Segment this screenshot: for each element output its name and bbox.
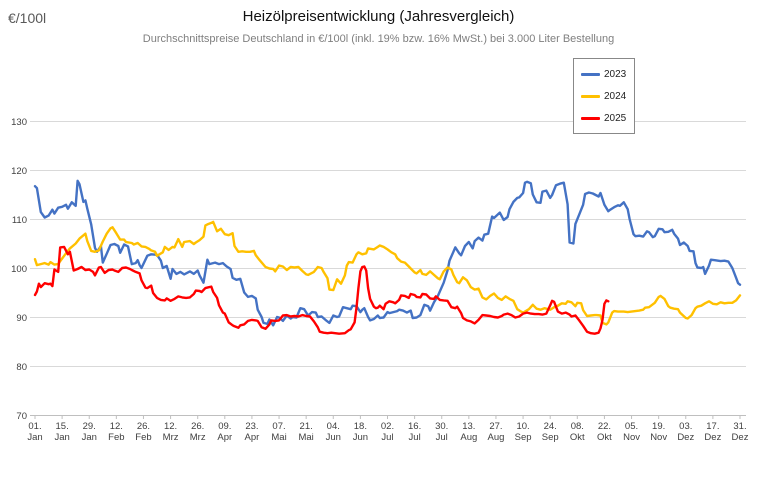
svg-text:Jul: Jul [436,432,448,443]
svg-text:27.: 27. [489,421,502,432]
svg-text:Jul: Jul [409,432,421,443]
svg-text:Apr: Apr [217,432,232,443]
svg-text:Aug: Aug [488,432,505,443]
svg-text:100: 100 [11,264,27,275]
svg-text:01.: 01. [28,421,41,432]
svg-text:Mrz: Mrz [163,432,179,443]
svg-text:110: 110 [12,215,27,226]
series-line-2025 [33,245,610,335]
svg-text:Jan: Jan [27,432,42,443]
svg-text:13.: 13. [462,421,475,432]
legend-label-2025: 2025 [604,112,627,124]
svg-text:08.: 08. [571,421,584,432]
svg-text:Nov: Nov [623,432,640,443]
svg-text:Jul: Jul [381,432,393,443]
svg-text:Dez: Dez [732,432,749,443]
legend-swatch-2025-line [581,116,600,120]
legend-swatch-2023-line [581,72,600,76]
svg-text:70: 70 [16,411,27,422]
svg-text:Nov: Nov [650,432,667,443]
svg-text:26.: 26. [137,421,150,432]
legend-swatch-2024-line [581,94,600,98]
svg-text:Sep: Sep [542,432,559,443]
svg-text:130: 130 [11,117,27,128]
svg-text:Feb: Feb [108,432,124,443]
svg-text:120: 120 [11,166,27,177]
svg-text:22.: 22. [598,421,611,432]
svg-text:90: 90 [16,313,27,324]
svg-text:12.: 12. [110,421,123,432]
svg-text:03.: 03. [679,421,692,432]
svg-text:Jan: Jan [82,432,97,443]
chart-title: Heizölpreisentwicklung (Jahresvergleich) [242,8,515,25]
legend-label-2024: 2024 [604,90,627,102]
legend-item-2024: 2024 [581,91,634,102]
svg-text:07.: 07. [272,421,285,432]
legend: 2023 2024 2025 [573,58,635,134]
svg-text:18.: 18. [354,421,367,432]
svg-text:Mai: Mai [271,432,286,443]
svg-text:Okt: Okt [597,432,612,443]
svg-text:05.: 05. [625,421,638,432]
svg-text:Jun: Jun [353,432,368,443]
svg-text:Sep: Sep [515,432,532,443]
svg-text:19.: 19. [652,421,665,432]
series-line-2024 [33,220,742,326]
svg-text:29.: 29. [83,421,96,432]
svg-text:31.: 31. [733,421,746,432]
svg-text:Feb: Feb [135,432,151,443]
svg-text:02.: 02. [381,421,394,432]
svg-text:Dez: Dez [677,432,694,443]
svg-text:Aug: Aug [460,432,477,443]
svg-text:Apr: Apr [245,432,260,443]
svg-text:Jan: Jan [54,432,69,443]
legend-label-2023: 2023 [604,68,627,80]
svg-text:04.: 04. [327,421,340,432]
legend-item-2023: 2023 [581,69,634,80]
svg-text:Mrz: Mrz [190,432,206,443]
svg-text:09.: 09. [218,421,231,432]
series-line-2023 [33,179,742,327]
svg-text:12.: 12. [164,421,177,432]
svg-text:Dez: Dez [704,432,721,443]
svg-text:16.: 16. [408,421,421,432]
svg-text:10.: 10. [516,421,529,432]
svg-text:Okt: Okt [570,432,585,443]
chart-subtitle: Durchschnittspreise Deutschland in €/100… [142,33,615,45]
svg-text:Mai: Mai [298,432,313,443]
svg-text:23.: 23. [245,421,258,432]
svg-text:17.: 17. [706,421,719,432]
svg-text:80: 80 [16,362,27,373]
svg-text:26.: 26. [191,421,204,432]
svg-text:21.: 21. [300,421,313,432]
svg-text:15.: 15. [56,421,69,432]
legend-item-2025: 2025 [581,113,634,124]
y-axis-unit-label: €/100l [8,10,47,26]
svg-text:Jun: Jun [326,432,341,443]
svg-text:24.: 24. [544,421,557,432]
svg-text:30.: 30. [435,421,448,432]
